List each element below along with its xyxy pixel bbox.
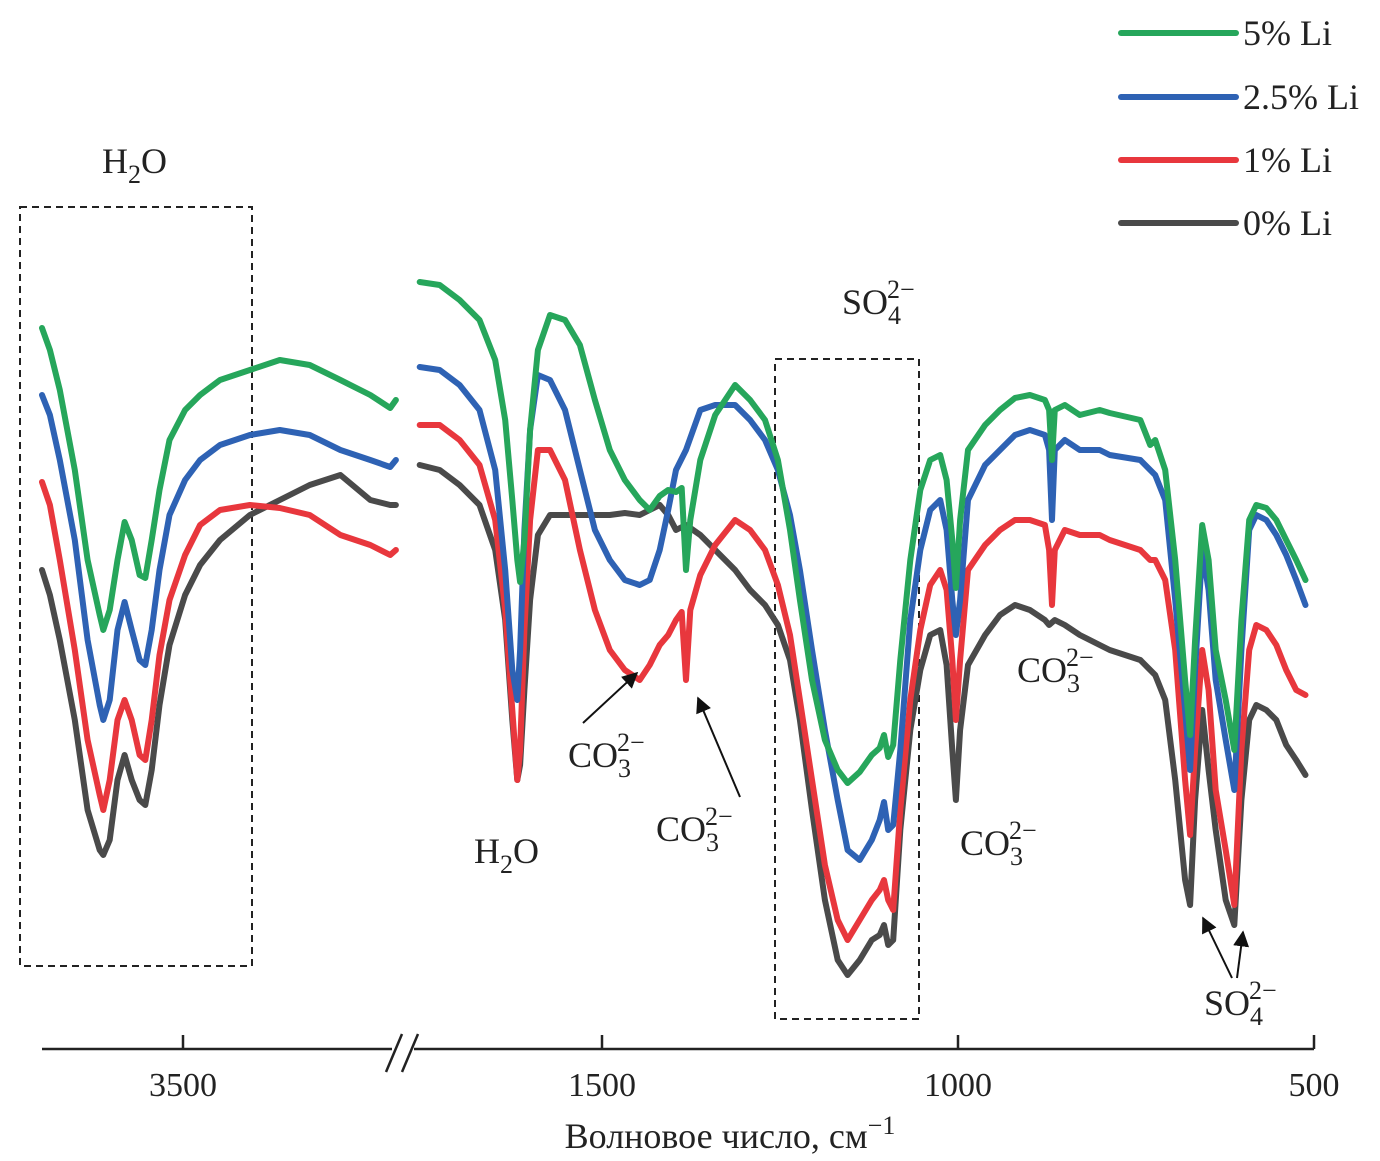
annotation-so4-region: SO42−	[842, 275, 915, 330]
arrow-so4-674	[1202, 916, 1233, 979]
x-tick-label-1000: 1000	[924, 1067, 992, 1104]
annotation-h2o-region: H2O	[102, 141, 167, 189]
series-line-0-li-left	[39, 472, 399, 858]
x-axis: 3500 1500 1000 500 Волновое число, см−1	[42, 1033, 1340, 1156]
arrow-co3-1382	[696, 696, 741, 798]
annotation-co3-1430: CO32−	[568, 728, 645, 783]
legend: 5% Li 2.5% Li 1% Li 0% Li	[1118, 13, 1359, 243]
annotations: H2O SO42− H2O CO32− CO32− CO32− CO32− SO…	[102, 141, 1277, 1031]
annotation-co3-1003: CO32−	[960, 816, 1037, 871]
legend-label: 1% Li	[1243, 140, 1332, 180]
series-group	[39, 279, 1309, 978]
axis-break-mark-1	[384, 1033, 404, 1073]
h2o-region-box	[19, 206, 253, 967]
annotation-co3-1382: CO32−	[656, 802, 733, 857]
arrow-co3-1430	[582, 671, 639, 724]
x-tick-label-500: 500	[1289, 1067, 1340, 1104]
series-line-5-li-right	[416, 279, 1309, 786]
annotation-so4-bands: SO42−	[1204, 976, 1277, 1031]
series-line-2-5-li-left	[39, 392, 399, 723]
x-tick-label-3500: 3500	[149, 1067, 217, 1104]
x-axis-title: Волновое число, см−1	[565, 1111, 896, 1156]
series-line-2-5-li-right	[416, 364, 1309, 863]
x-axis-title-superscript: −1	[868, 1111, 896, 1140]
x-tick-label-1500: 1500	[568, 1067, 636, 1104]
arrow-so4-612	[1233, 930, 1250, 979]
series-line-5-li-left	[39, 325, 399, 633]
legend-label: 2.5% Li	[1243, 77, 1359, 117]
annotation-co3-868: CO32−	[1017, 643, 1094, 698]
series-line-1-li-right	[416, 422, 1309, 943]
series-line-1-li-left	[39, 479, 399, 813]
legend-label: 5% Li	[1243, 13, 1332, 53]
annotation-h2o-peak: H2O	[474, 831, 539, 879]
legend-label: 0% Li	[1243, 203, 1332, 243]
axis-break-mark-2	[400, 1033, 420, 1073]
